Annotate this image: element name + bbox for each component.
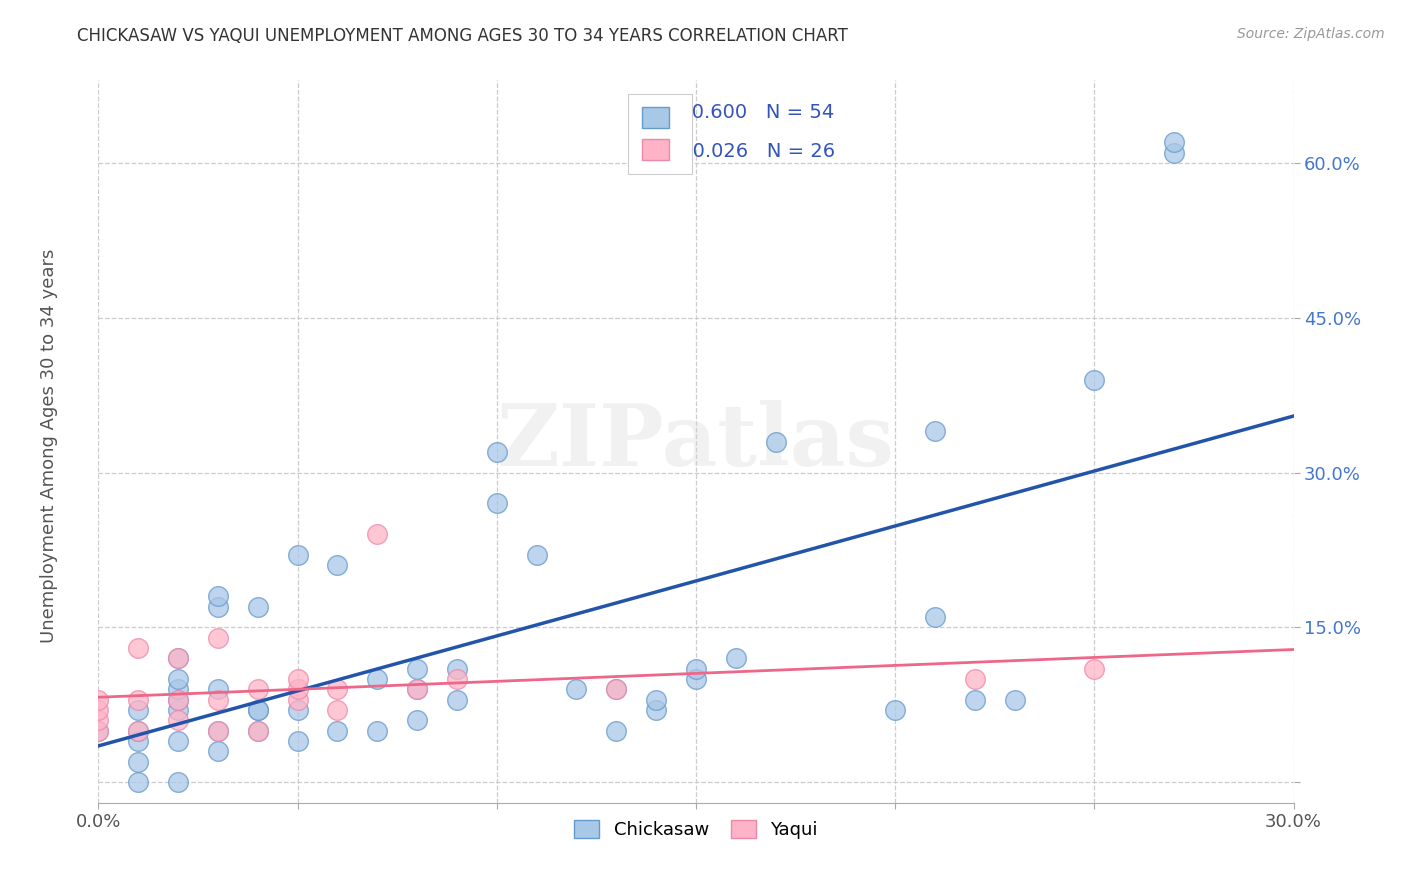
Point (207, 692, 229, 706)
Point (207, 590, 229, 604)
Point (287, 734, 309, 748)
Point (167, 713, 190, 727)
Point (287, 692, 309, 706)
Point (167, 692, 190, 706)
Point (526, 548, 548, 562)
Point (366, 723, 388, 738)
Point (246, 723, 269, 738)
Point (485, 496, 508, 510)
Point (127, 723, 149, 738)
Point (326, 682, 349, 697)
Point (287, 548, 309, 562)
Point (963, 672, 986, 686)
Point (366, 527, 388, 541)
Point (167, 775, 190, 789)
Point (406, 682, 429, 697)
Point (246, 703, 269, 717)
Point (207, 744, 229, 758)
Point (924, 610, 946, 624)
Point (1163, 135, 1185, 149)
Point (167, 703, 190, 717)
Point (167, 692, 190, 706)
Point (1163, 145, 1185, 160)
Point (685, 672, 707, 686)
Point (167, 651, 190, 665)
Point (167, 682, 190, 697)
Point (246, 703, 269, 717)
Legend: Chickasaw, Yaqui: Chickasaw, Yaqui (565, 811, 827, 848)
Point (287, 672, 309, 686)
Point (127, 640, 149, 655)
Point (446, 662, 468, 676)
Text: R =  0.600   N = 54: R = 0.600 N = 54 (643, 103, 834, 122)
Point (127, 734, 149, 748)
Point (1004, 692, 1026, 706)
Point (963, 692, 986, 706)
Point (366, 672, 388, 686)
Point (605, 723, 627, 738)
Point (446, 692, 468, 706)
Point (246, 723, 269, 738)
Point (207, 631, 229, 645)
Text: ZIPatlas: ZIPatlas (496, 400, 896, 483)
Text: CHICKASAW VS YAQUI UNEMPLOYMENT AMONG AGES 30 TO 34 YEARS CORRELATION CHART: CHICKASAW VS YAQUI UNEMPLOYMENT AMONG AG… (77, 27, 848, 45)
Point (446, 672, 468, 686)
Point (924, 424, 946, 438)
Point (167, 651, 190, 665)
Text: Source: ZipAtlas.com: Source: ZipAtlas.com (1237, 27, 1385, 41)
Point (127, 692, 149, 706)
Point (326, 723, 349, 738)
Point (565, 682, 588, 697)
Point (406, 662, 429, 676)
Point (167, 672, 190, 686)
Point (724, 651, 747, 665)
Point (685, 662, 707, 676)
Text: R = -0.026   N = 26: R = -0.026 N = 26 (643, 143, 835, 161)
Point (287, 703, 309, 717)
Text: Unemployment Among Ages 30 to 34 years: Unemployment Among Ages 30 to 34 years (41, 249, 58, 643)
Point (87, 713, 110, 727)
Point (207, 599, 229, 614)
Point (246, 682, 269, 697)
Point (246, 599, 269, 614)
Point (326, 558, 349, 573)
Point (87, 723, 110, 738)
Point (207, 723, 229, 738)
Point (326, 703, 349, 717)
Point (485, 445, 508, 459)
Point (1083, 662, 1105, 676)
Point (127, 703, 149, 717)
Point (406, 682, 429, 697)
Point (645, 703, 668, 717)
Point (207, 723, 229, 738)
Point (87, 723, 110, 738)
Point (127, 723, 149, 738)
Point (167, 734, 190, 748)
Point (884, 703, 907, 717)
Point (87, 703, 110, 717)
Point (765, 434, 787, 449)
Point (605, 682, 627, 697)
Point (1083, 373, 1105, 387)
Point (207, 682, 229, 697)
Point (127, 775, 149, 789)
Point (605, 682, 627, 697)
Point (287, 682, 309, 697)
Point (645, 692, 668, 706)
Point (406, 713, 429, 727)
Point (127, 755, 149, 769)
Point (87, 692, 110, 706)
